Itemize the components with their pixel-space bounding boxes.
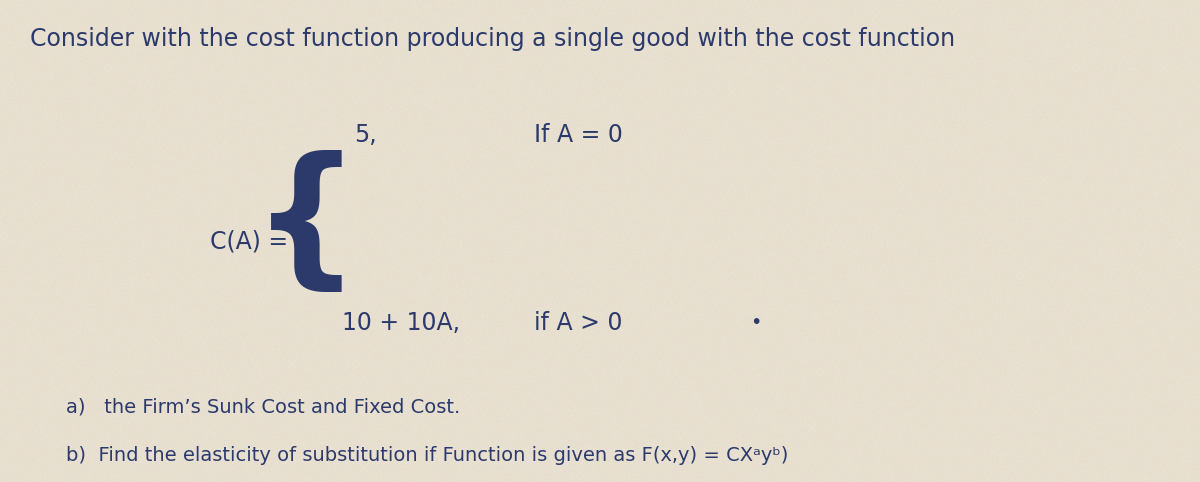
Text: 5,: 5, [354,123,377,147]
Text: •: • [750,313,761,333]
Text: b)  Find the elasticity of substitution if Function is given as F(x,y) = CXᵃyᵇ): b) Find the elasticity of substitution i… [66,446,788,465]
Text: a)   the Firm’s Sunk Cost and Fixed Cost.: a) the Firm’s Sunk Cost and Fixed Cost. [66,398,461,417]
Text: {: { [252,149,360,299]
Text: if A > 0: if A > 0 [534,311,623,335]
Text: Consider with the cost function producing a single good with the cost function: Consider with the cost function producin… [30,27,955,51]
Text: If A = 0: If A = 0 [534,123,623,147]
Text: 10 + 10A,: 10 + 10A, [342,311,460,335]
Text: C(A) =: C(A) = [210,229,288,253]
